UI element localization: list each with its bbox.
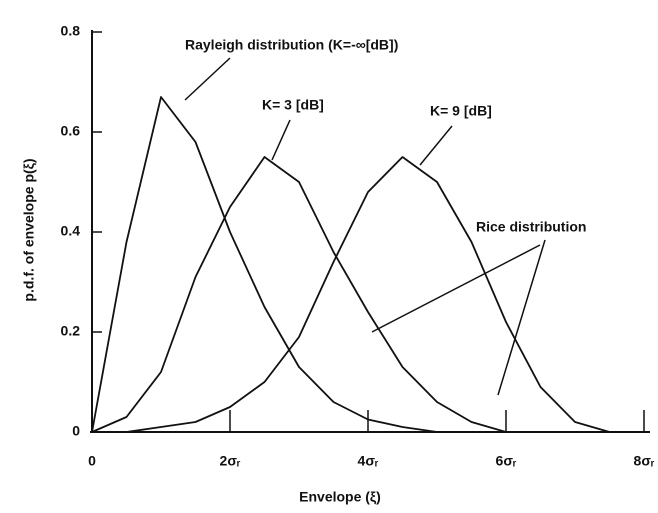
pointer (185, 58, 230, 100)
y-axis-label: p.d.f. of envelope p(ξ) (21, 158, 37, 301)
x-tick-label: 8σᵣ (634, 453, 655, 469)
series-label: K= 9 [dB] (430, 103, 492, 119)
y-tick-label: 0.8 (61, 23, 81, 39)
y-tick-label: 0.4 (61, 223, 81, 239)
series-label: K= 3 [dB] (262, 97, 324, 113)
pointer (372, 245, 540, 332)
series-line (92, 97, 644, 432)
series-label: Rayleigh distribution (K=-∞[dB]) (185, 37, 398, 53)
chart: Envelope (ξ) p.d.f. of envelope p(ξ) Ray… (0, 0, 658, 513)
pointer (420, 126, 452, 165)
series-line (92, 157, 644, 432)
y-tick-label: 0.6 (61, 123, 81, 139)
x-tick-label: 6σᵣ (496, 453, 517, 469)
x-tick-label: 2σᵣ (220, 453, 241, 469)
pointer (272, 120, 290, 160)
x-tick-label: 4σᵣ (358, 453, 379, 469)
y-tick-label: 0.2 (61, 323, 81, 339)
y-tick-label: 0 (72, 423, 80, 439)
x-axis-label: Envelope (ξ) (299, 489, 381, 505)
annotation: Rice distribution (476, 219, 586, 235)
x-tick-label: 0 (88, 453, 96, 469)
series-line (92, 157, 644, 432)
